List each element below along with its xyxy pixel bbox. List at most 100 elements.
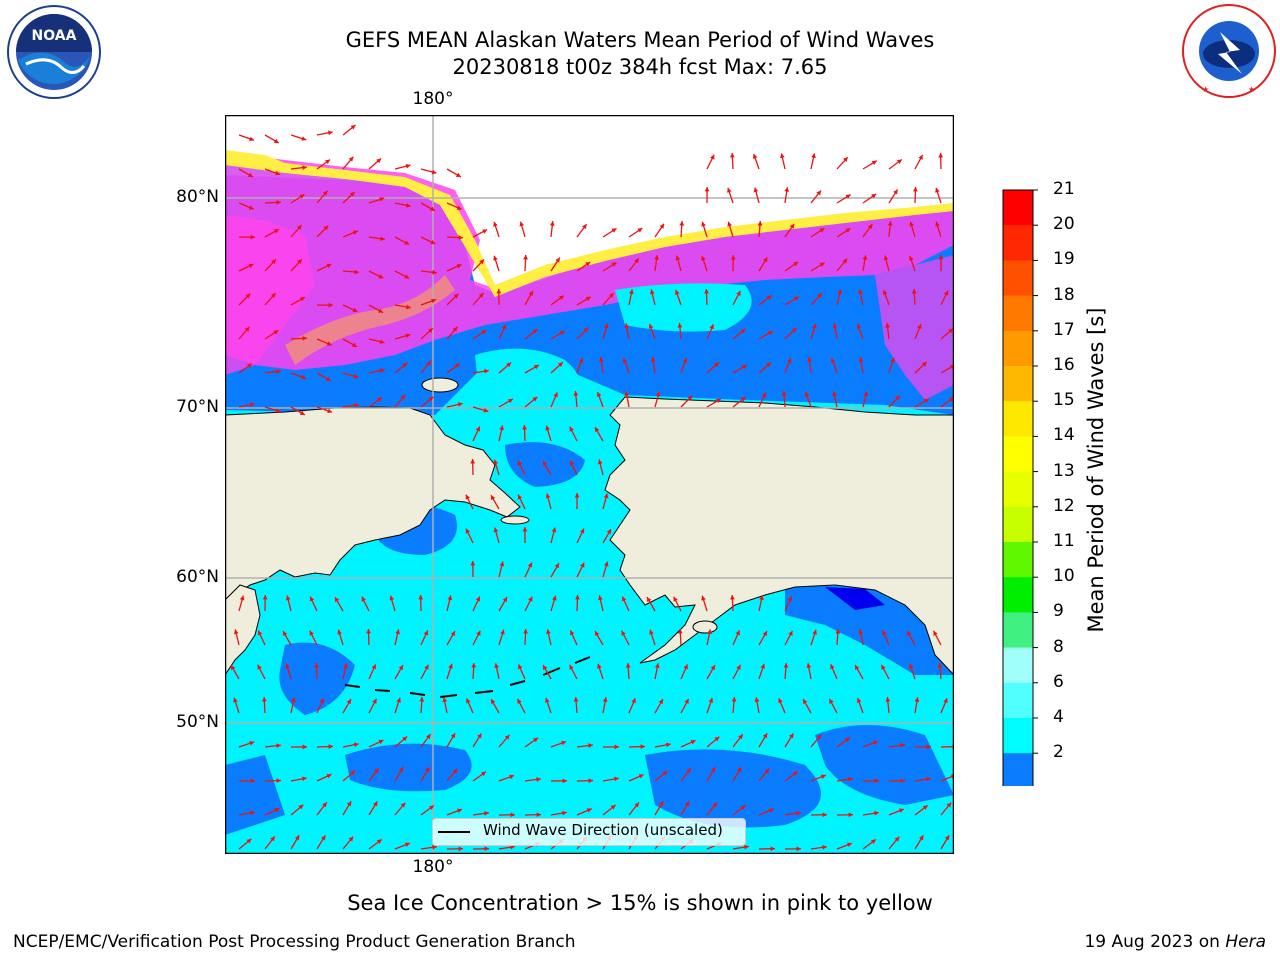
- wind-wave-arrowhead: [585, 296, 591, 302]
- land-alaska: [604, 396, 954, 676]
- wind-wave-arrowhead: [898, 808, 904, 813]
- wind-wave-arrowhead: [871, 160, 877, 166]
- low-period-patch-1: [345, 743, 472, 792]
- wind-wave-arrowhead: [882, 289, 888, 295]
- wind-wave-arrowhead: [302, 165, 307, 171]
- wind-wave-arrowhead: [248, 205, 254, 210]
- wind-wave-arrowhead: [674, 289, 680, 295]
- wind-wave-arrowhead: [379, 339, 385, 345]
- wind-wave-arrowhead: [855, 665, 860, 671]
- wind-wave-arrowhead: [373, 801, 378, 807]
- wind-wave-arrowhead: [456, 205, 462, 210]
- wind-wave-arrowhead: [481, 771, 486, 777]
- wind-wave-arrowhead: [491, 699, 496, 705]
- wind-wave-arrowhead: [557, 362, 563, 367]
- wind-wave-arrowhead: [585, 262, 591, 267]
- wind-wave-arrowhead: [744, 844, 749, 850]
- wind-wave-arrowhead: [351, 342, 357, 347]
- wind-wave-arrowhead: [738, 734, 743, 740]
- svg-text:★: ★: [1202, 85, 1209, 94]
- wind-wave-arrowhead: [946, 802, 952, 808]
- wind-wave-arrowhead: [323, 225, 329, 231]
- lat-label-50: 50°N: [176, 712, 219, 732]
- wind-wave-arrowhead: [812, 323, 817, 329]
- wind-wave-arrowhead: [398, 665, 403, 671]
- colorbar-segment: [1003, 612, 1033, 649]
- wind-wave-arrowhead: [870, 839, 876, 844]
- wind-wave-arrowhead: [299, 297, 305, 302]
- wind-wave-arrowhead: [552, 595, 557, 601]
- wind-wave-arrowhead: [710, 767, 716, 773]
- colorbar-segment: [1003, 506, 1033, 543]
- colorbar-segment: [1003, 647, 1033, 684]
- wind-wave-arrowhead: [919, 835, 924, 841]
- wind-wave-arrowhead: [298, 804, 304, 810]
- wind-wave-arrowhead: [366, 629, 371, 634]
- wind-wave-arrowhead: [484, 846, 489, 852]
- lon-label-bottom: 180°: [412, 857, 454, 877]
- wind-wave-arrowhead: [328, 302, 333, 308]
- wind-wave-arrowhead: [766, 295, 772, 300]
- wind-wave-arrowhead: [784, 187, 790, 192]
- wind-wave-arrowhead: [649, 289, 655, 295]
- legend-line-swatch: [438, 831, 470, 833]
- wind-wave-arrowhead: [276, 743, 281, 749]
- wind-wave-arrowhead: [687, 395, 693, 401]
- wind-wave-arrowhead: [730, 255, 736, 260]
- colorbar-segment: [1003, 225, 1033, 261]
- wind-wave-arrowhead: [638, 774, 644, 779]
- wind-wave-arrowhead: [348, 836, 354, 842]
- wind-wave-arrowhead: [634, 258, 639, 264]
- wind-wave-arrowhead: [233, 629, 239, 635]
- colorbar-segment: [1003, 577, 1033, 613]
- wind-wave-arrowhead: [325, 376, 331, 381]
- chart-title: GEFS MEAN Alaskan Waters Mean Period of …: [345, 28, 935, 52]
- colorbar-tick-label: 10: [1053, 566, 1075, 587]
- graticule: [225, 115, 954, 854]
- wind-wave-arrowhead: [658, 699, 663, 705]
- very-low-period-coast: [825, 587, 885, 610]
- wind-wave-arrowhead: [796, 810, 801, 816]
- wind-wave-arrowhead: [517, 698, 522, 704]
- land-kamchatka: [225, 584, 261, 676]
- wind-wave-arrowhead: [791, 327, 797, 333]
- wind-wave-arrowhead: [658, 801, 664, 807]
- wind-wave-arrowhead: [549, 221, 555, 226]
- wind-wave-arrowhead: [372, 698, 377, 704]
- wind-wave-arrowhead: [484, 368, 489, 374]
- wind-wave-arrowhead: [320, 835, 326, 841]
- wind-wave-arrowhead: [528, 291, 533, 297]
- wind-wave-arrowhead: [937, 663, 943, 668]
- wind-wave-arrowhead: [761, 392, 767, 398]
- wind-wave-arrowhead: [811, 153, 816, 159]
- wind-wave-arrowhead: [708, 697, 714, 703]
- wind-wave-arrowhead: [673, 596, 678, 602]
- wind-wave-arrowhead: [926, 744, 931, 750]
- wind-wave-arrowhead: [845, 194, 851, 199]
- wind-wave-arrowhead: [350, 770, 356, 776]
- colorbar-segment: [1003, 366, 1033, 402]
- wind-wave-arrowhead: [731, 697, 737, 702]
- wind-wave-arrowhead: [912, 187, 918, 192]
- wind-wave-arrowhead: [896, 159, 902, 165]
- wind-wave-arrowhead: [314, 663, 319, 668]
- wind-wave-arrowhead: [943, 290, 949, 296]
- wind-wave-arrowhead: [518, 664, 523, 670]
- wind-wave-arrowhead: [767, 330, 773, 336]
- colorbar-tick-label: 18: [1053, 284, 1075, 305]
- wind-wave-arrowhead: [405, 163, 411, 169]
- wind-wave-arrowhead: [273, 229, 279, 234]
- wind-wave-arrowhead: [309, 596, 315, 602]
- wind-wave-arrowhead: [354, 402, 359, 408]
- wind-wave-arrowhead: [249, 402, 255, 408]
- wind-wave-arrowhead: [380, 236, 385, 242]
- wind-wave-arrowhead: [546, 629, 551, 635]
- wind-wave-arrowhead: [762, 733, 768, 739]
- wind-wave-arrowhead: [654, 663, 660, 669]
- wind-wave-arrowhead: [574, 493, 580, 498]
- wind-wave-arrowhead: [285, 595, 291, 601]
- nws-logo: ★ ★: [1182, 4, 1276, 98]
- wind-wave-arrowhead: [506, 362, 512, 368]
- mid-period-patch-beaufort: [615, 283, 752, 332]
- wind-wave-arrowhead: [835, 629, 841, 634]
